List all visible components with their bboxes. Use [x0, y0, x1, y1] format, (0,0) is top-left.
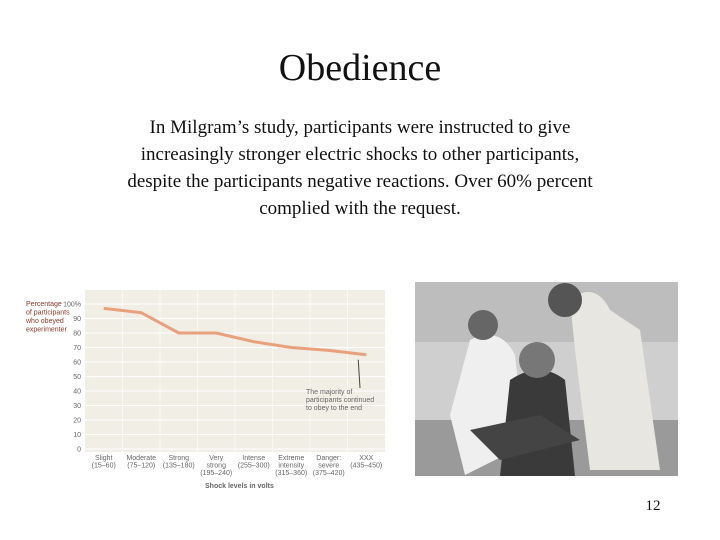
x-tick-label: Intense	[242, 455, 265, 462]
y-tick-label: 20	[73, 418, 81, 425]
y-axis-label: who obeyed	[25, 318, 64, 325]
y-tick-label: 0	[77, 447, 81, 454]
x-tick-label: (315–360)	[275, 470, 307, 477]
y-tick-label: 30	[73, 403, 81, 410]
x-tick-label: (135–180)	[163, 463, 195, 470]
y-tick-label: 100%	[63, 302, 81, 309]
x-tick-label: (435–450)	[350, 463, 382, 470]
body-line: despite the participants negative reacti…	[127, 171, 593, 192]
photo	[415, 282, 678, 476]
x-tick-label: Extreme	[278, 455, 304, 462]
x-tick-label: intensity	[278, 463, 304, 470]
y-tick-label: 50	[73, 374, 81, 381]
y-tick-label: 60	[73, 360, 81, 367]
x-tick-label: (195–240)	[200, 470, 232, 477]
x-tick-label: severe	[318, 463, 339, 470]
y-tick-label: 10	[73, 432, 81, 439]
x-axis-label: Shock levels in volts	[205, 483, 274, 490]
data-line	[103, 306, 367, 357]
annotation: to obey to the end	[306, 405, 362, 412]
x-tick-label: Strong	[168, 455, 189, 462]
slide-title: Obedience	[279, 47, 441, 89]
x-tick-label: (15–60)	[92, 463, 116, 470]
annotation-arrow	[357, 359, 361, 389]
x-tick-label: Moderate	[126, 455, 156, 462]
x-tick-label: strong	[207, 463, 227, 470]
y-tick-label: 40	[73, 389, 81, 396]
y-tick-label: 80	[73, 331, 81, 338]
page-number: 12	[646, 498, 661, 514]
body-line: complied with the request.	[259, 198, 461, 219]
y-tick-label: 90	[73, 316, 81, 323]
annotation: The majority of	[306, 389, 352, 396]
y-tick-label: 70	[73, 345, 81, 352]
x-tick-label: Slight	[95, 455, 113, 462]
y-axis-label: experimenter	[26, 327, 68, 334]
body-line: increasingly stronger electric shocks to…	[141, 144, 579, 165]
y-axis-label: of participants	[26, 310, 70, 317]
x-tick-label: XXX	[359, 455, 373, 462]
x-tick-label: (375–420)	[313, 470, 345, 477]
x-tick-label: Danger:	[316, 455, 341, 462]
annotation: participants continued	[306, 397, 374, 404]
body-line: In Milgram’s study, participants were in…	[150, 117, 571, 138]
x-tick-label: Very	[209, 455, 224, 462]
x-tick-label: (75–120)	[127, 463, 155, 470]
y-axis-label: Percentage	[26, 301, 62, 308]
x-tick-label: (255–300)	[238, 463, 270, 470]
